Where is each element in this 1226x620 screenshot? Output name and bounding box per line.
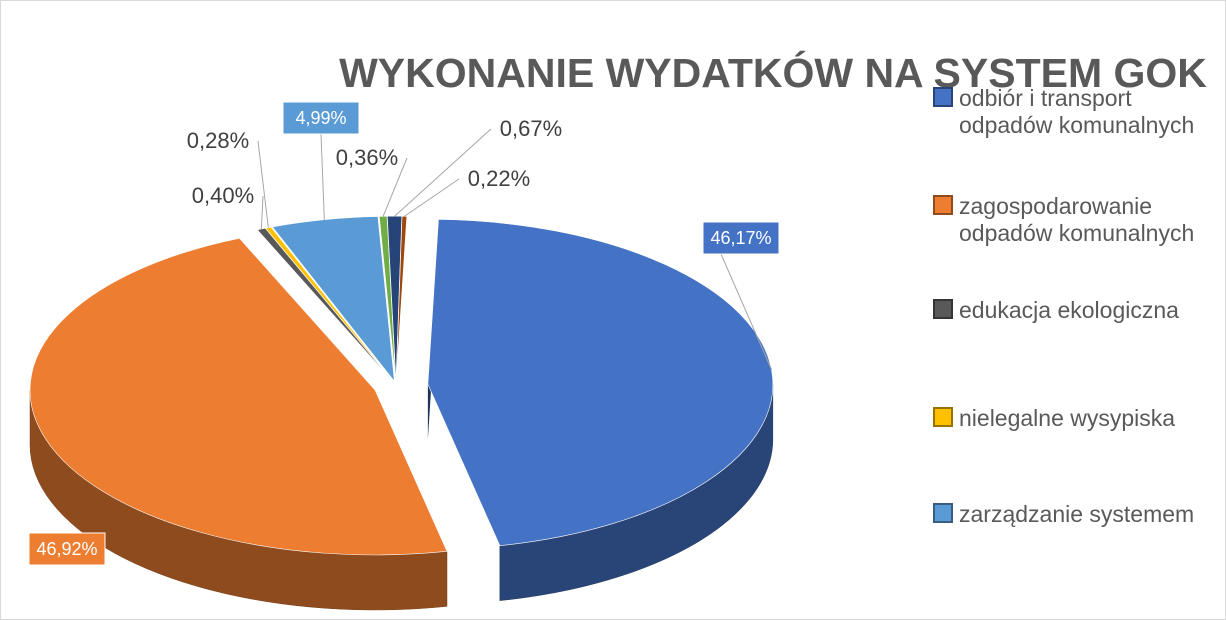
- leader-line: [720, 253, 772, 370]
- label-box: [28, 532, 106, 566]
- data-label: 4,99%: [295, 108, 346, 128]
- legend-label: edukacja ekologiczna: [959, 297, 1179, 323]
- legend-swatch: [933, 407, 953, 427]
- legend-item: zarządzanie systemem: [933, 501, 1223, 528]
- legend-swatch: [933, 195, 953, 215]
- legend-swatch: [933, 299, 953, 319]
- data-label: 0,67%: [500, 116, 562, 141]
- data-label: 0,40%: [192, 183, 254, 208]
- legend-item: zagospodarowanie odpadów komunalnych: [933, 193, 1223, 247]
- leader-line: [394, 128, 492, 217]
- legend-label: odbiór i transport odpadów komunalnych: [959, 85, 1195, 138]
- data-label: 46,92%: [36, 539, 97, 559]
- chart-title: WYKONANIE WYDATKÓW NA SYSTEM GOK: [339, 50, 1207, 96]
- slice: [271, 216, 395, 383]
- legend-swatch: [933, 503, 953, 523]
- leader-line: [382, 157, 408, 217]
- leader-line: [404, 178, 460, 217]
- legend-item: edukacja ekologiczna: [933, 297, 1223, 324]
- slice-tops: [29, 215, 774, 556]
- slice: [395, 215, 408, 382]
- legend-item: nielegalne wysypiska: [933, 405, 1223, 432]
- leader-line: [320, 133, 325, 220]
- label-box: [702, 221, 780, 255]
- data-label: 0,28%: [187, 128, 249, 153]
- data-label: 0,36%: [336, 145, 398, 170]
- legend-label: nielegalne wysypiska: [959, 405, 1176, 431]
- legend-swatch: [933, 87, 953, 107]
- legend-label: zarządzanie systemem: [959, 501, 1195, 527]
- label-box: [282, 101, 360, 135]
- legend-label: zagospodarowanie odpadów komunalnych: [959, 193, 1195, 246]
- slice: [29, 237, 448, 556]
- data-label: 0,22%: [468, 166, 530, 191]
- leader-line: [257, 140, 269, 228]
- data-label: 46,17%: [710, 228, 771, 248]
- leader-line: [260, 195, 264, 230]
- legend-item: odbiór i transport odpadów komunalnych: [933, 85, 1223, 139]
